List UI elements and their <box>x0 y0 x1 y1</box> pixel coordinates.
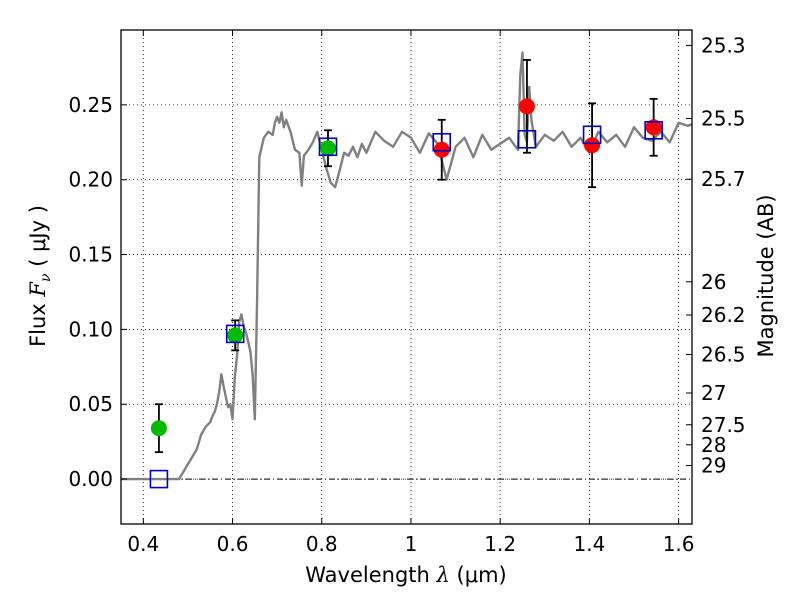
model-photometry-point <box>582 125 602 145</box>
observed-nir-point <box>518 98 535 115</box>
plot-frame <box>120 29 693 525</box>
mag-tick-label: 27 <box>701 381 726 405</box>
observed-nir-point <box>645 119 662 136</box>
x-tick-label: 0.6 <box>217 532 249 556</box>
x-axis-label-symbol: λ <box>436 563 450 587</box>
mag-tick-label: 25.3 <box>701 33 746 57</box>
mag-tick-label: 29 <box>701 453 726 477</box>
y-axis-label: Flux Fν ( μJy ) <box>26 205 54 347</box>
observed-optical-point <box>227 327 244 344</box>
x-axis-label-main: Wavelength <box>305 563 430 587</box>
observed-nir-point <box>433 141 450 158</box>
model-photometry-point <box>225 324 245 344</box>
observed-nir-point <box>584 137 601 154</box>
mag-tick-label: 28 <box>701 433 726 457</box>
mag-tick-label: 25.7 <box>701 167 746 191</box>
x-axis-label: Wavelength λ (μm) <box>305 563 506 587</box>
mag-tick-label: 25.5 <box>701 106 746 130</box>
y-axis-label-symbol: F <box>26 281 50 298</box>
y-tick-label: 0.25 <box>68 93 113 117</box>
model-photometry-point <box>318 137 338 157</box>
ticks: 0.4 0.6 0.8 1 1.2 1.4 1.6 0.00 0.05 0.10 0.15 0.20 0… <box>68 30 746 556</box>
mag-tick-label: 26.5 <box>701 343 746 367</box>
y-axis-label-unit: ( μJy ) <box>26 205 50 267</box>
observed-optical-point <box>319 140 336 157</box>
model-photometry-point <box>517 129 537 149</box>
x-tick-label: 1 <box>405 532 418 556</box>
y-tick-label: 0.15 <box>68 243 113 267</box>
y-tick-label: 0.10 <box>68 317 113 341</box>
data-layer <box>121 51 693 489</box>
model-photometry-point <box>432 132 452 152</box>
x-tick-label: 0.4 <box>127 532 159 556</box>
y-axis-label-main: Flux <box>26 303 50 347</box>
x-tick-label: 0.8 <box>306 532 338 556</box>
x-tick-label: 1.2 <box>484 532 516 556</box>
observed-optical-point <box>150 420 167 437</box>
y-axis-label-subscript: ν <box>38 273 54 282</box>
mag-tick-label: 26.2 <box>701 303 746 327</box>
model-photometry-point <box>149 469 169 489</box>
mag-tick-label: 26 <box>701 270 726 294</box>
x-axis-label-unit: (μm) <box>457 563 507 587</box>
model-photometry-point <box>644 120 663 140</box>
y-tick-label: 0.20 <box>68 168 113 192</box>
sed-model-line <box>121 51 693 481</box>
y-tick-label: 0.05 <box>68 392 113 416</box>
y-tick-label: 0.00 <box>68 467 113 491</box>
y2-axis-label: Magnitude (AB) <box>754 194 778 357</box>
x-tick-label: 1.4 <box>573 532 605 556</box>
mag-tick-label: 27.5 <box>701 413 746 437</box>
x-tick-label: 1.6 <box>663 532 695 556</box>
